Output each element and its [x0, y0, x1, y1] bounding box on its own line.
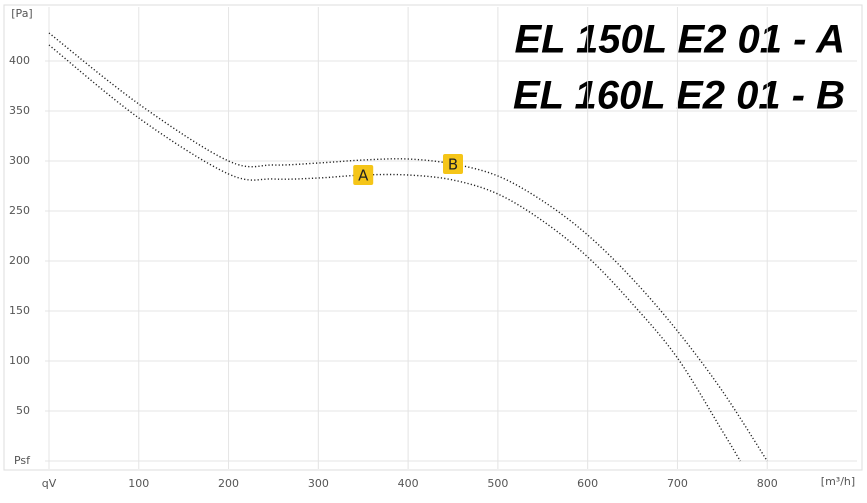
curve — [48, 32, 768, 462]
x-tick-label: 300 — [308, 477, 329, 490]
y-tick-label: 50 — [16, 404, 30, 417]
y-tick-label: 300 — [9, 154, 30, 167]
y-tick-label: Psf — [14, 454, 31, 467]
y-tick-label: 400 — [9, 54, 30, 67]
x-tick-label: 800 — [757, 477, 778, 490]
y-axis-label: [Pa] — [11, 7, 32, 20]
x-tick-label: 700 — [667, 477, 688, 490]
y-tick-label: 350 — [9, 104, 30, 117]
x-tick-label: 100 — [128, 477, 149, 490]
y-tick-label: 100 — [9, 354, 30, 367]
y-tick-label: 200 — [9, 254, 30, 267]
curve-label: A — [358, 167, 369, 185]
x-tick-label: 200 — [218, 477, 239, 490]
curve-label: B — [448, 156, 458, 174]
x-tick-label: qV — [42, 477, 57, 490]
y-tick-label: 150 — [9, 304, 30, 317]
curve — [48, 44, 741, 462]
x-tick-label: 600 — [577, 477, 598, 490]
curve-label-box — [353, 165, 374, 185]
y-tick-label: 250 — [9, 204, 30, 217]
curve-label-box — [443, 154, 463, 174]
title-line: EL 150L E2 01 - A — [514, 18, 845, 62]
x-axis-label: [m³/h] — [821, 475, 855, 488]
title-line: EL 160L E2 01 - B — [513, 74, 845, 118]
x-tick-label: 400 — [398, 477, 419, 490]
x-tick-label: 500 — [487, 477, 508, 490]
plot-frame — [3, 4, 863, 471]
